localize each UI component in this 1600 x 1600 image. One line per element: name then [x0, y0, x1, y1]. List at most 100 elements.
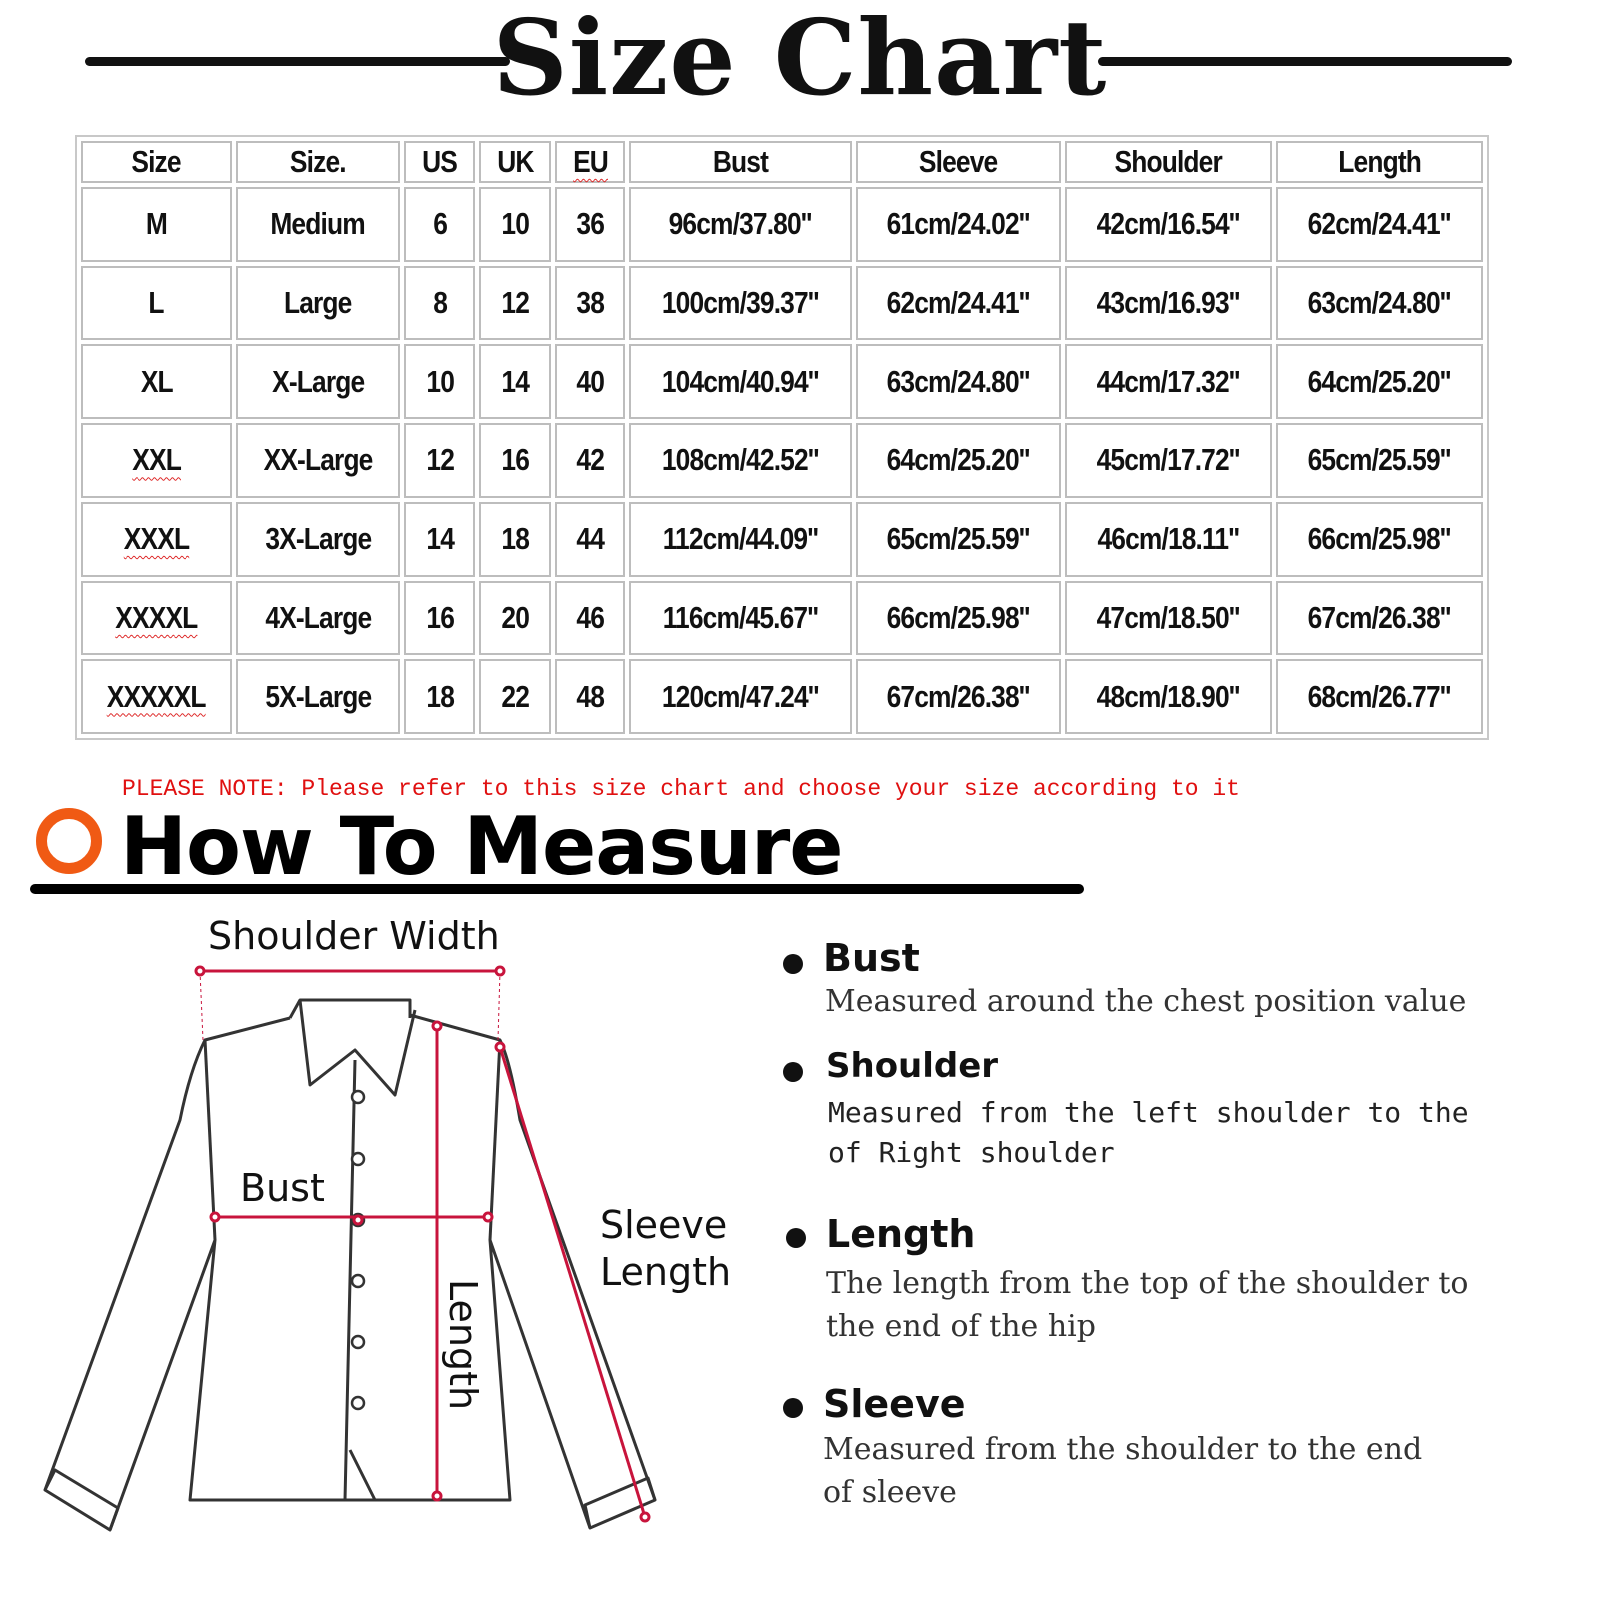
- cell-text: 42: [576, 442, 604, 478]
- table-cell: 67cm/26.38'': [1275, 580, 1483, 656]
- table-cell: 63cm/24.80'': [1275, 265, 1483, 341]
- cell-text: 100cm/39.37'': [661, 285, 820, 321]
- measure-lines: [194, 965, 651, 1523]
- sleeve-heading: Sleeve: [823, 1382, 966, 1426]
- cell-text: 8: [432, 285, 448, 321]
- label-sleeve: Sleeve: [600, 1203, 728, 1247]
- shoulder-desc-2: of Right shoulder: [828, 1136, 1115, 1169]
- cell-text: 16: [501, 442, 530, 478]
- table-cell: 116cm/45.67'': [629, 580, 852, 656]
- cell-text: 108cm/42.52'': [661, 442, 820, 478]
- cell-text: 14: [501, 363, 530, 399]
- cell-text: 20: [501, 599, 530, 635]
- column-header: Size: [81, 141, 232, 183]
- table-row: XXL XX-Large 12 16 42 108cm/42.52'' 64cm/25.20…: [81, 423, 1483, 498]
- table-cell: M: [81, 187, 232, 262]
- table-cell: 62cm/24.41'': [855, 265, 1062, 341]
- cell-text: X-Large: [271, 363, 365, 399]
- column-header: Length: [1275, 141, 1483, 183]
- table-cell: XXXXL: [81, 580, 232, 656]
- sleeve-desc-1: Measured from the shoulder to the end: [823, 1432, 1423, 1467]
- cell-text: Medium: [270, 206, 366, 242]
- cell-text: 116cm/45.67'': [662, 599, 819, 635]
- table-cell: 48cm/18.90'': [1065, 659, 1272, 734]
- cell-text: XXL: [131, 442, 182, 478]
- table-cell: 100cm/39.37'': [629, 265, 852, 341]
- table-cell: XX-Large: [235, 423, 401, 498]
- size-table: Size Size. US UK EU Bust Sleeve Shoulder Length …: [75, 135, 1489, 740]
- table-cell: 43cm/16.93'': [1065, 265, 1272, 341]
- table-cell: 66cm/25.98'': [855, 580, 1062, 656]
- table-cell: 96cm/37.80'': [629, 187, 852, 262]
- cell-text: 38: [576, 285, 604, 321]
- table-cell: 67cm/26.38'': [855, 659, 1062, 734]
- table-cell: 45cm/17.72'': [1065, 423, 1272, 498]
- cell-text: 5X-Large: [265, 678, 372, 714]
- cell-text: 66cm/25.98'': [886, 599, 1031, 635]
- cell-text: 65cm/25.59'': [1307, 442, 1452, 478]
- table-cell: 6: [404, 187, 476, 262]
- header-text: Sleeve: [919, 144, 998, 179]
- table-cell: 16: [479, 423, 552, 498]
- table-cell: 16: [404, 580, 476, 656]
- cell-text: XXXXXL: [106, 678, 207, 714]
- section-rule: [30, 884, 1084, 894]
- cell-text: 18: [501, 521, 530, 557]
- table-row: XL X-Large 10 14 40 104cm/40.94'' 63cm/24.80''…: [81, 344, 1483, 420]
- shirt-outline: [43, 998, 657, 1532]
- table-cell: 112cm/44.09'': [629, 501, 852, 577]
- bullet-icon: [786, 1228, 806, 1248]
- shirt-diagram: [43, 965, 657, 1532]
- table-cell: X-Large: [235, 344, 401, 420]
- cell-text: 48cm/18.90'': [1096, 678, 1241, 714]
- shoulder-heading: Shoulder: [826, 1046, 999, 1086]
- table-cell: 66cm/25.98'': [1275, 501, 1483, 577]
- cell-text: XL: [140, 363, 173, 399]
- cell-text: 63cm/24.80'': [1307, 285, 1452, 321]
- column-header: Sleeve: [855, 141, 1062, 183]
- table-header-row: Size Size. US UK EU Bust Sleeve Shoulder Length: [81, 141, 1483, 183]
- cell-text: 46: [576, 599, 604, 635]
- cell-text: 48: [576, 678, 604, 714]
- table-cell: 20: [479, 580, 552, 656]
- header-text: EU: [572, 144, 609, 179]
- shoulder-desc-1: Measured from the left shoulder to the: [828, 1096, 1469, 1129]
- cell-text: 66cm/25.98'': [1307, 521, 1452, 557]
- cell-text: 43cm/16.93'': [1096, 285, 1241, 321]
- cell-text: L: [148, 285, 165, 321]
- table-cell: L: [81, 265, 232, 341]
- cell-text: 112cm/44.09'': [662, 521, 819, 557]
- cell-text: XXXL: [123, 521, 190, 557]
- header-text: Bust: [712, 144, 769, 179]
- table-row: XXXXL 4X-Large 16 20 46 116cm/45.67'' 66cm/25.…: [81, 580, 1483, 656]
- table-cell: XXL: [81, 423, 232, 498]
- cell-text: 64cm/25.20'': [1307, 363, 1452, 399]
- header-text: Size.: [290, 144, 347, 179]
- cell-text: 16: [426, 599, 454, 635]
- cell-text: 10: [501, 206, 530, 242]
- length-desc-1: The length from the top of the shoulder …: [826, 1266, 1469, 1301]
- table-cell: 36: [555, 187, 626, 262]
- header-text: Length: [1337, 144, 1422, 179]
- table-cell: XL: [81, 344, 232, 420]
- header-text: Size: [131, 144, 182, 179]
- cell-text: 67cm/26.38'': [886, 678, 1031, 714]
- cell-text: 96cm/37.80'': [668, 206, 813, 242]
- cell-text: 61cm/24.02'': [886, 206, 1031, 242]
- column-header: Size.: [235, 141, 401, 183]
- column-header: US: [404, 141, 476, 183]
- cell-text: 44: [576, 521, 604, 557]
- table-row: XXXXXL 5X-Large 18 22 48 120cm/47.24'' 67cm/26…: [81, 659, 1483, 734]
- table-cell: 68cm/26.77'': [1275, 659, 1483, 734]
- cell-text: 18: [426, 678, 454, 714]
- table-cell: 65cm/25.59'': [1275, 423, 1483, 498]
- table-cell: Medium: [235, 187, 401, 262]
- ring-bullet-icon: [36, 808, 102, 874]
- title-rule-left: [85, 57, 510, 66]
- table-cell: 65cm/25.59'': [855, 501, 1062, 577]
- table-cell: 61cm/24.02'': [855, 187, 1062, 262]
- table-cell: 48: [555, 659, 626, 734]
- cell-text: 4X-Large: [265, 599, 372, 635]
- cell-text: 65cm/25.59'': [886, 521, 1031, 557]
- table-cell: 44: [555, 501, 626, 577]
